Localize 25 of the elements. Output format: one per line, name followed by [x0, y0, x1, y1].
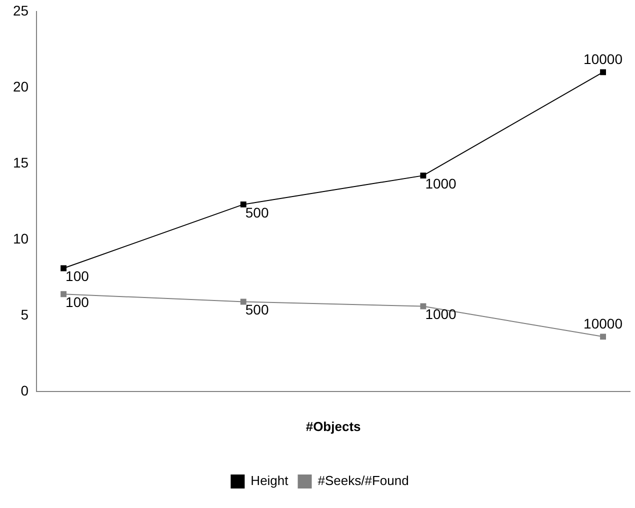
annotation: 100	[66, 294, 90, 310]
y-tick-label: 0	[20, 382, 29, 398]
point	[420, 303, 426, 310]
annotation: 1000	[425, 306, 457, 322]
point	[60, 291, 67, 298]
y-tick-label: 20	[12, 78, 29, 94]
point	[240, 298, 246, 305]
annotation: 500	[245, 302, 269, 318]
point	[600, 334, 606, 340]
y-tick-label: 25	[12, 2, 29, 18]
annotation: 1000	[425, 175, 457, 192]
point	[240, 201, 246, 208]
y-tick-label: 10	[12, 230, 29, 246]
point	[60, 265, 67, 272]
annotation: 10000	[584, 51, 623, 68]
annotation: 500	[245, 204, 269, 220]
annotation: 10000	[584, 316, 623, 332]
legend-label: #Seeks/#Found	[318, 473, 409, 488]
legend-label: Height	[250, 473, 289, 488]
y-tick-label: 15	[12, 154, 29, 170]
x-axis-title: #Objects	[306, 418, 361, 434]
annotation: 100	[66, 268, 90, 284]
point	[420, 172, 426, 179]
y-tick-label: 5	[20, 306, 29, 322]
point	[600, 69, 606, 76]
